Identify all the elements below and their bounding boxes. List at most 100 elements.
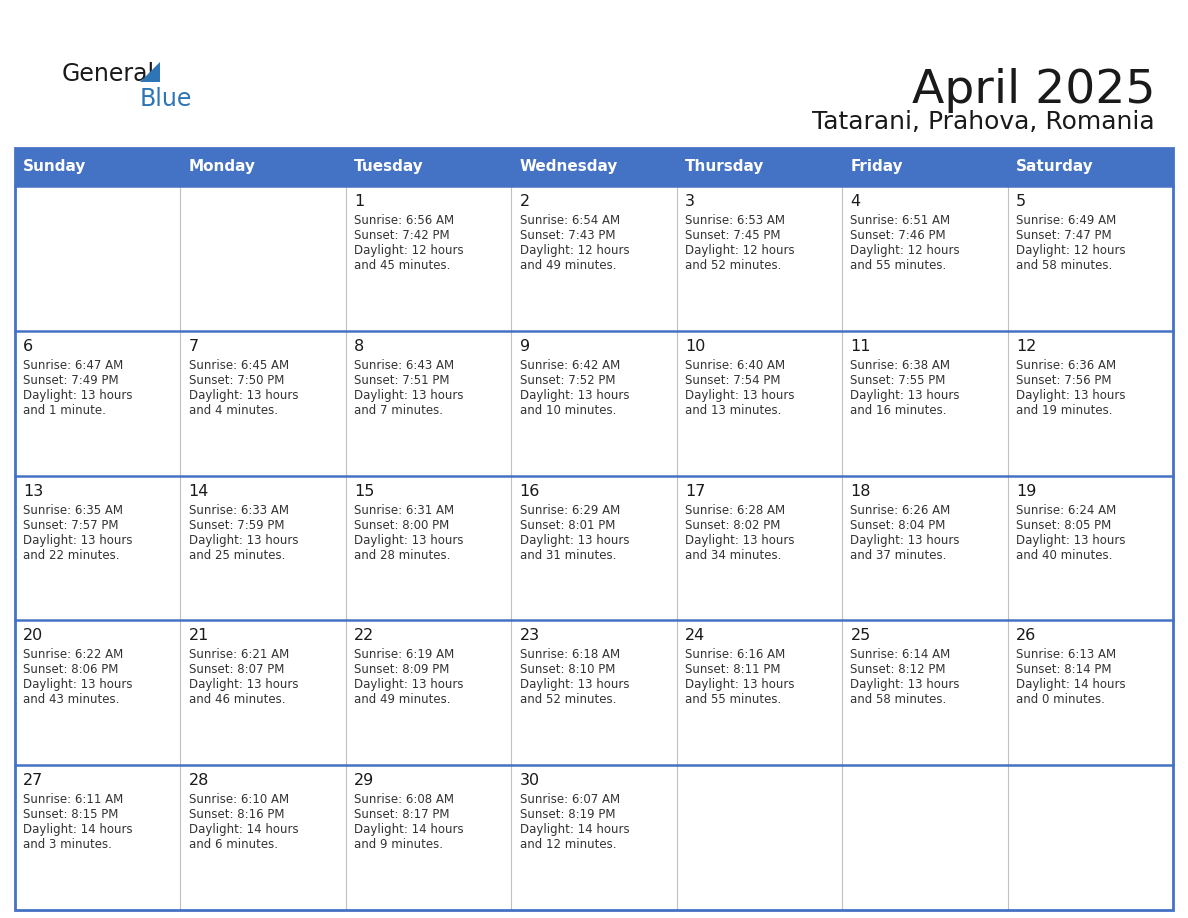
- Text: Daylight: 13 hours: Daylight: 13 hours: [24, 678, 133, 691]
- Text: Daylight: 13 hours: Daylight: 13 hours: [354, 678, 463, 691]
- Text: 2: 2: [519, 194, 530, 209]
- Text: Sunrise: 6:24 AM: Sunrise: 6:24 AM: [1016, 504, 1116, 517]
- Text: Sunrise: 6:31 AM: Sunrise: 6:31 AM: [354, 504, 454, 517]
- Text: Daylight: 12 hours: Daylight: 12 hours: [354, 244, 463, 257]
- Bar: [15, 148, 181, 186]
- Text: Thursday: Thursday: [685, 160, 764, 174]
- Text: and 34 minutes.: and 34 minutes.: [685, 549, 782, 562]
- Text: Sunset: 8:04 PM: Sunset: 8:04 PM: [851, 519, 946, 532]
- Bar: [842, 148, 1007, 186]
- Text: 30: 30: [519, 773, 539, 789]
- Text: Sunset: 8:01 PM: Sunset: 8:01 PM: [519, 519, 615, 532]
- Text: Friday: Friday: [851, 160, 903, 174]
- Text: Sunrise: 6:51 AM: Sunrise: 6:51 AM: [851, 214, 950, 227]
- Text: Daylight: 13 hours: Daylight: 13 hours: [851, 678, 960, 691]
- Text: Daylight: 14 hours: Daylight: 14 hours: [24, 823, 133, 836]
- Text: Sunrise: 6:45 AM: Sunrise: 6:45 AM: [189, 359, 289, 372]
- Text: 27: 27: [24, 773, 44, 789]
- Text: and 58 minutes.: and 58 minutes.: [1016, 259, 1112, 272]
- Text: Daylight: 13 hours: Daylight: 13 hours: [851, 533, 960, 546]
- Text: April 2025: April 2025: [911, 68, 1155, 113]
- Text: Sunset: 7:52 PM: Sunset: 7:52 PM: [519, 374, 615, 386]
- Text: Sunrise: 6:53 AM: Sunrise: 6:53 AM: [685, 214, 785, 227]
- Text: Daylight: 12 hours: Daylight: 12 hours: [519, 244, 630, 257]
- Text: Sunset: 8:16 PM: Sunset: 8:16 PM: [189, 808, 284, 822]
- Text: 26: 26: [1016, 629, 1036, 644]
- Text: 10: 10: [685, 339, 706, 353]
- Text: Daylight: 13 hours: Daylight: 13 hours: [189, 389, 298, 402]
- Text: Sunset: 8:12 PM: Sunset: 8:12 PM: [851, 664, 946, 677]
- Polygon shape: [140, 62, 160, 82]
- Text: Sunrise: 6:10 AM: Sunrise: 6:10 AM: [189, 793, 289, 806]
- Text: 21: 21: [189, 629, 209, 644]
- Text: 1: 1: [354, 194, 365, 209]
- Text: Sunset: 8:02 PM: Sunset: 8:02 PM: [685, 519, 781, 532]
- Text: and 37 minutes.: and 37 minutes.: [851, 549, 947, 562]
- Text: Daylight: 13 hours: Daylight: 13 hours: [519, 389, 630, 402]
- Text: 29: 29: [354, 773, 374, 789]
- Text: 9: 9: [519, 339, 530, 353]
- Text: and 13 minutes.: and 13 minutes.: [685, 404, 782, 417]
- Text: Daylight: 14 hours: Daylight: 14 hours: [354, 823, 463, 836]
- Text: and 12 minutes.: and 12 minutes.: [519, 838, 617, 851]
- Text: Monday: Monday: [189, 160, 255, 174]
- Text: Sunset: 8:19 PM: Sunset: 8:19 PM: [519, 808, 615, 822]
- Text: Sunset: 8:05 PM: Sunset: 8:05 PM: [1016, 519, 1111, 532]
- Text: and 3 minutes.: and 3 minutes.: [24, 838, 112, 851]
- Text: Sunrise: 6:56 AM: Sunrise: 6:56 AM: [354, 214, 454, 227]
- Bar: [511, 148, 677, 186]
- Text: Sunrise: 6:36 AM: Sunrise: 6:36 AM: [1016, 359, 1116, 372]
- Text: Tuesday: Tuesday: [354, 160, 424, 174]
- Text: Sunrise: 6:18 AM: Sunrise: 6:18 AM: [519, 648, 620, 661]
- Text: Sunrise: 6:38 AM: Sunrise: 6:38 AM: [851, 359, 950, 372]
- Text: Sunrise: 6:13 AM: Sunrise: 6:13 AM: [1016, 648, 1116, 661]
- Bar: [15, 476, 1173, 621]
- Bar: [15, 621, 1173, 766]
- Text: Daylight: 13 hours: Daylight: 13 hours: [1016, 389, 1125, 402]
- Bar: [15, 766, 1173, 910]
- Text: Daylight: 14 hours: Daylight: 14 hours: [1016, 678, 1125, 691]
- Text: Sunrise: 6:08 AM: Sunrise: 6:08 AM: [354, 793, 454, 806]
- Text: General: General: [62, 62, 156, 86]
- Text: 23: 23: [519, 629, 539, 644]
- Text: Blue: Blue: [140, 87, 192, 111]
- Text: Sunset: 8:11 PM: Sunset: 8:11 PM: [685, 664, 781, 677]
- Text: and 16 minutes.: and 16 minutes.: [851, 404, 947, 417]
- Text: Daylight: 13 hours: Daylight: 13 hours: [685, 389, 795, 402]
- Text: Sunset: 8:06 PM: Sunset: 8:06 PM: [24, 664, 119, 677]
- Text: and 58 minutes.: and 58 minutes.: [851, 693, 947, 706]
- Text: and 52 minutes.: and 52 minutes.: [519, 693, 615, 706]
- Text: Daylight: 12 hours: Daylight: 12 hours: [851, 244, 960, 257]
- Bar: [181, 148, 346, 186]
- Text: Wednesday: Wednesday: [519, 160, 618, 174]
- Text: Sunset: 7:55 PM: Sunset: 7:55 PM: [851, 374, 946, 386]
- Bar: [15, 186, 1173, 330]
- Text: and 0 minutes.: and 0 minutes.: [1016, 693, 1105, 706]
- Text: 28: 28: [189, 773, 209, 789]
- Text: Sunset: 8:10 PM: Sunset: 8:10 PM: [519, 664, 615, 677]
- Text: Sunrise: 6:54 AM: Sunrise: 6:54 AM: [519, 214, 620, 227]
- Text: Daylight: 13 hours: Daylight: 13 hours: [1016, 533, 1125, 546]
- Text: 22: 22: [354, 629, 374, 644]
- Text: Daylight: 13 hours: Daylight: 13 hours: [519, 678, 630, 691]
- Text: 20: 20: [24, 629, 44, 644]
- Text: and 7 minutes.: and 7 minutes.: [354, 404, 443, 417]
- Text: 12: 12: [1016, 339, 1036, 353]
- Text: Sunset: 8:15 PM: Sunset: 8:15 PM: [24, 808, 119, 822]
- Text: and 31 minutes.: and 31 minutes.: [519, 549, 615, 562]
- Text: Sunrise: 6:22 AM: Sunrise: 6:22 AM: [24, 648, 124, 661]
- Text: Daylight: 12 hours: Daylight: 12 hours: [685, 244, 795, 257]
- Text: Daylight: 13 hours: Daylight: 13 hours: [519, 533, 630, 546]
- Bar: [677, 148, 842, 186]
- Bar: [346, 148, 511, 186]
- Text: Sunset: 7:47 PM: Sunset: 7:47 PM: [1016, 229, 1112, 242]
- Text: Sunset: 8:00 PM: Sunset: 8:00 PM: [354, 519, 449, 532]
- Text: Sunset: 7:50 PM: Sunset: 7:50 PM: [189, 374, 284, 386]
- Text: Sunrise: 6:35 AM: Sunrise: 6:35 AM: [24, 504, 124, 517]
- Text: Sunrise: 6:49 AM: Sunrise: 6:49 AM: [1016, 214, 1116, 227]
- Text: Daylight: 13 hours: Daylight: 13 hours: [189, 678, 298, 691]
- Text: Daylight: 14 hours: Daylight: 14 hours: [519, 823, 630, 836]
- Text: Sunset: 7:51 PM: Sunset: 7:51 PM: [354, 374, 449, 386]
- Text: Sunset: 8:17 PM: Sunset: 8:17 PM: [354, 808, 449, 822]
- Text: and 28 minutes.: and 28 minutes.: [354, 549, 450, 562]
